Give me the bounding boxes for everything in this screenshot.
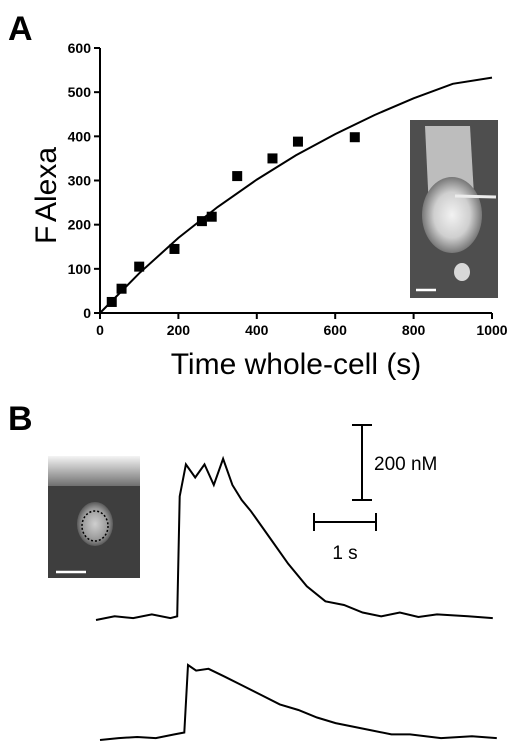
x-tick-label: 1000 (476, 322, 507, 338)
x-tick-label: 800 (402, 322, 426, 338)
data-point (116, 283, 127, 294)
axis-ticks: 0 200 400 600 800 1000 0 100 200 300 400 500 600 (68, 40, 508, 338)
y-tick-label: 400 (68, 128, 92, 144)
terminal-spot (454, 263, 470, 281)
scale-bar-concentration-label: 200 nM (374, 454, 437, 475)
data-points (106, 132, 360, 307)
x-tick-label: 400 (245, 322, 269, 338)
cell-body (422, 177, 482, 253)
panel-a: A 0 200 400 600 800 1000 0 100 200 300 400 500 600 F… (8, 10, 508, 381)
data-point (134, 261, 145, 272)
inset-micrograph-a (410, 120, 498, 298)
scale-bar-time: 1 s (313, 513, 377, 564)
terminal-bouton (77, 502, 113, 546)
x-tick-label: 600 (324, 322, 348, 338)
x-tick-label: 0 (96, 322, 104, 338)
y-tick-label: 500 (68, 84, 92, 100)
x-axis-label: Time whole-cell (s) (171, 348, 422, 381)
data-point (196, 216, 207, 227)
fit-curve (99, 76, 493, 314)
panel-b: B 200 nM 1 s (8, 400, 497, 741)
y-tick-label: 600 (68, 40, 92, 56)
panel-b-letter: B (8, 400, 33, 438)
calcium-trace-1 (95, 455, 493, 621)
inset-micrograph-b (48, 456, 140, 578)
roi-dotted-outline (81, 510, 109, 542)
y-tick-label: 100 (68, 261, 92, 277)
y-tick-label: 0 (83, 305, 91, 321)
data-point (169, 243, 180, 254)
y-axis-label-main: F (30, 226, 63, 244)
data-point (267, 153, 278, 164)
panel-a-letter: A (8, 10, 33, 48)
y-axis-label-sub: Alexa (30, 147, 63, 222)
pipette-streak (454, 194, 497, 199)
data-point (349, 132, 360, 143)
calcium-trace-2 (99, 663, 497, 741)
data-point (106, 296, 117, 307)
y-tick-label: 300 (68, 173, 92, 189)
scale-bar-concentration: 200 nM (352, 424, 437, 501)
x-tick-label: 200 (167, 322, 191, 338)
data-point (206, 211, 217, 222)
y-tick-label: 200 (68, 217, 92, 233)
data-point (292, 136, 303, 147)
y-axis-label: F Alexa (30, 147, 63, 244)
data-point (232, 171, 243, 182)
scale-bar-time-label: 1 s (332, 543, 357, 564)
